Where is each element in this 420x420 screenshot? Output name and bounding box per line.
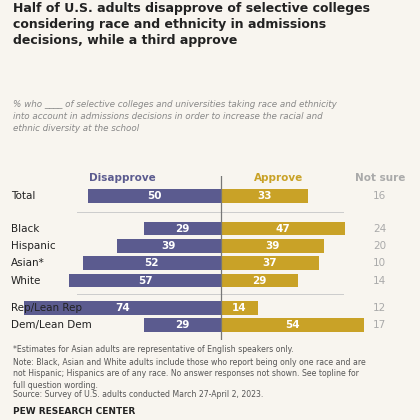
Text: Dem/Lean Dem: Dem/Lean Dem bbox=[11, 320, 92, 330]
Text: Asian*: Asian* bbox=[11, 258, 45, 268]
Bar bbox=[144, 222, 220, 235]
Bar bbox=[220, 301, 258, 315]
Text: 39: 39 bbox=[265, 241, 280, 251]
Text: *Estimates for Asian adults are representative of English speakers only.: *Estimates for Asian adults are represen… bbox=[13, 345, 293, 354]
Text: 54: 54 bbox=[285, 320, 299, 330]
Text: 17: 17 bbox=[373, 320, 386, 330]
Text: Note: Black, Asian and White adults include those who report being only one race: Note: Black, Asian and White adults incl… bbox=[13, 358, 365, 390]
Bar bbox=[220, 318, 364, 332]
Text: Disapprove: Disapprove bbox=[89, 173, 156, 184]
Text: 20: 20 bbox=[373, 241, 386, 251]
Text: 29: 29 bbox=[175, 223, 189, 234]
Bar bbox=[220, 222, 345, 235]
Text: 47: 47 bbox=[276, 223, 290, 234]
Bar bbox=[117, 239, 220, 253]
Text: 50: 50 bbox=[147, 191, 162, 201]
Text: Approve: Approve bbox=[255, 173, 304, 184]
Text: 16: 16 bbox=[373, 191, 386, 201]
Text: 33: 33 bbox=[257, 191, 272, 201]
Bar bbox=[220, 274, 297, 287]
Bar bbox=[83, 257, 221, 270]
Text: 29: 29 bbox=[175, 320, 189, 330]
Bar bbox=[220, 189, 308, 203]
Text: Half of U.S. adults disapprove of selective colleges
considering race and ethnic: Half of U.S. adults disapprove of select… bbox=[13, 2, 370, 47]
Text: 74: 74 bbox=[115, 303, 130, 313]
Bar bbox=[88, 189, 221, 203]
Text: 14: 14 bbox=[232, 303, 247, 313]
Text: 24: 24 bbox=[373, 223, 386, 234]
Bar bbox=[220, 239, 324, 253]
Text: Rep/Lean Rep: Rep/Lean Rep bbox=[11, 303, 82, 313]
Bar bbox=[69, 274, 220, 287]
Bar bbox=[220, 257, 319, 270]
Text: White: White bbox=[11, 276, 42, 286]
Text: 52: 52 bbox=[144, 258, 159, 268]
Text: Hispanic: Hispanic bbox=[11, 241, 56, 251]
Text: % who ____ of selective colleges and universities taking race and ethnicity
into: % who ____ of selective colleges and uni… bbox=[13, 100, 336, 133]
Text: 37: 37 bbox=[262, 258, 277, 268]
Text: Black: Black bbox=[11, 223, 39, 234]
Text: 57: 57 bbox=[138, 276, 152, 286]
Text: Source: Survey of U.S. adults conducted March 27-April 2, 2023.: Source: Survey of U.S. adults conducted … bbox=[13, 390, 263, 399]
Text: Not sure: Not sure bbox=[354, 173, 405, 184]
Text: 12: 12 bbox=[373, 303, 386, 313]
Text: 29: 29 bbox=[252, 276, 266, 286]
Text: 14: 14 bbox=[373, 276, 386, 286]
Bar bbox=[24, 301, 221, 315]
Text: Total: Total bbox=[11, 191, 35, 201]
Text: PEW RESEARCH CENTER: PEW RESEARCH CENTER bbox=[13, 407, 135, 416]
Bar bbox=[144, 318, 220, 332]
Text: 39: 39 bbox=[162, 241, 176, 251]
Text: 10: 10 bbox=[373, 258, 386, 268]
